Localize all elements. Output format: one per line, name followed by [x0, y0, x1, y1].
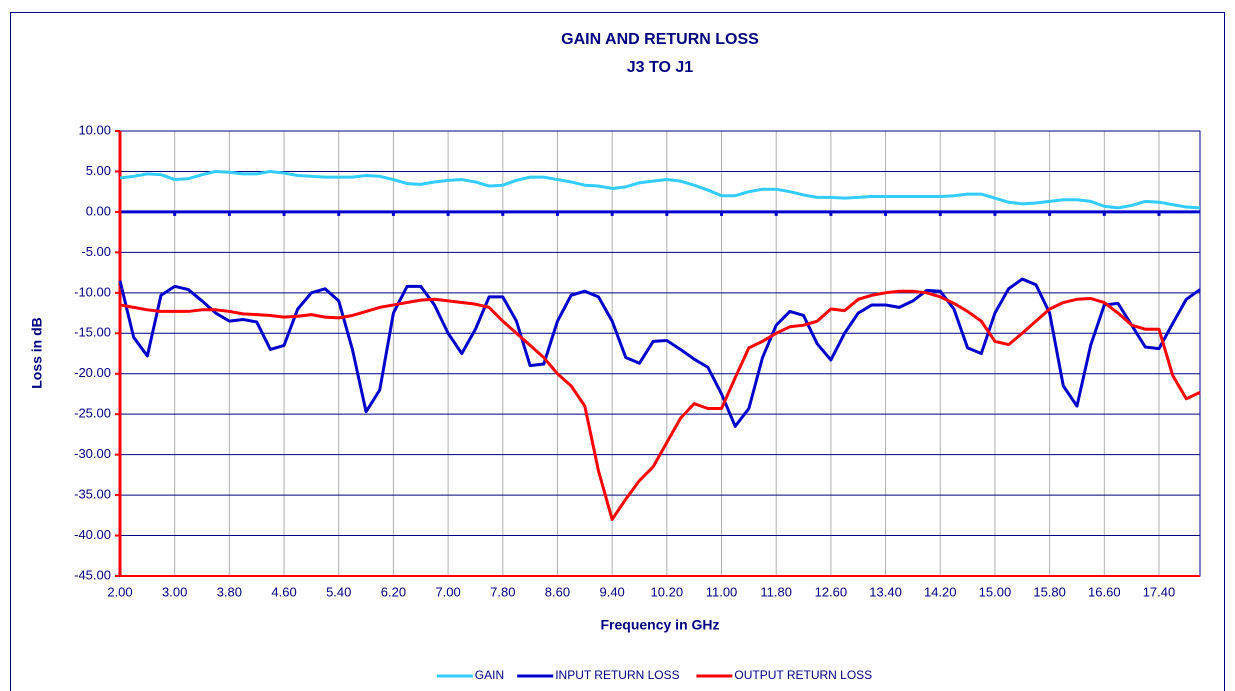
x-tick-label: 8.60: [545, 584, 570, 599]
x-tick-label: 9.40: [599, 584, 624, 599]
legend-label: OUTPUT RETURN LOSS: [734, 668, 872, 682]
x-axis-label: Frequency in GHz: [600, 617, 719, 633]
data-line: [119, 169, 1201, 210]
y-tick-label: -20.00: [74, 365, 111, 380]
y-tick-label: -40.00: [74, 527, 111, 542]
plot-area: [120, 131, 1200, 576]
x-tick-label: 3.80: [217, 584, 242, 599]
y-tick-label: -25.00: [74, 406, 111, 421]
x-tick-label: 7.80: [490, 584, 515, 599]
x-tick-label: 15.00: [979, 584, 1012, 599]
x-tick-label: 12.60: [815, 584, 848, 599]
x-tick-label: 13.40: [869, 584, 902, 599]
x-tick-label: 7.00: [435, 584, 460, 599]
y-tick-label: -15.00: [74, 325, 111, 340]
chart-title: GAIN AND RETURN LOSS: [561, 31, 759, 48]
x-tick-label: 15.80: [1033, 584, 1066, 599]
y-tick-label: 0.00: [86, 203, 111, 218]
chart-subtitle: J3 TO J1: [627, 59, 694, 76]
x-tick-label: 2.00: [107, 584, 132, 599]
x-tick-label: 11.00: [706, 584, 738, 599]
data-line: [119, 289, 1201, 521]
y-tick-label: -10.00: [74, 284, 111, 299]
y-tick-label: 5.00: [86, 163, 111, 178]
data-line: [118, 277, 1201, 428]
x-tick-label: 3.00: [162, 584, 187, 599]
x-tick-label: 17.40: [1143, 584, 1176, 599]
legend-label: GAIN: [475, 668, 504, 682]
x-tick-label: 10.20: [651, 584, 684, 599]
legend-label: INPUT RETURN LOSS: [555, 668, 679, 682]
x-tick-label: 6.20: [381, 584, 406, 599]
x-tick-label: 5.40: [326, 584, 351, 599]
y-tick-label: -35.00: [74, 487, 111, 502]
y-tick-label: -30.00: [74, 446, 111, 461]
x-tick-label: 11.80: [760, 584, 792, 599]
y-tick-label: -45.00: [74, 567, 111, 582]
x-tick-label: 16.60: [1088, 584, 1121, 599]
y-tick-label: 10.00: [78, 122, 111, 137]
x-tick-label: 4.60: [271, 584, 296, 599]
y-tick-label: -5.00: [81, 244, 111, 259]
x-tick-label: 14.20: [924, 584, 957, 599]
y-axis-label: Loss in dB: [29, 317, 45, 389]
